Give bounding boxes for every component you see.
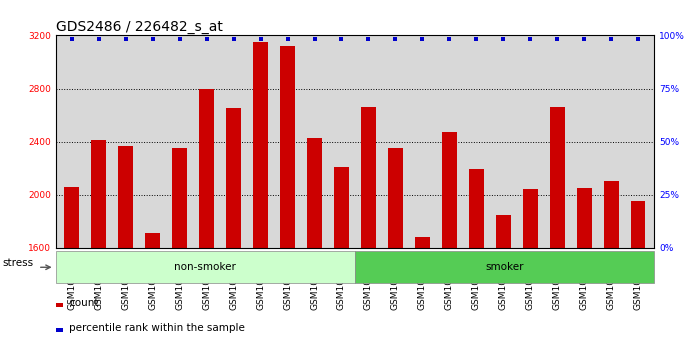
Point	[633, 36, 644, 41]
Text: stress: stress	[3, 258, 34, 268]
Bar	[307, 138, 322, 248]
Point	[201, 36, 212, 41]
Point	[282, 36, 293, 41]
Bar	[91, 139, 106, 248]
Bar	[603, 181, 619, 248]
Bar	[56, 251, 355, 283]
Bar	[280, 46, 295, 248]
Bar	[253, 42, 268, 248]
Bar	[118, 145, 133, 248]
Point	[147, 36, 158, 41]
Bar	[442, 132, 457, 248]
Point	[578, 36, 590, 41]
Point	[228, 36, 239, 41]
Bar	[361, 107, 376, 248]
Point	[336, 36, 347, 41]
Point	[417, 36, 428, 41]
Text: percentile rank within the sample: percentile rank within the sample	[69, 322, 245, 333]
Bar	[496, 215, 511, 248]
Point	[93, 36, 104, 41]
Point	[390, 36, 401, 41]
Text: smoker: smoker	[485, 262, 524, 272]
Point	[120, 36, 132, 41]
Bar	[65, 187, 79, 248]
Bar	[469, 170, 484, 248]
Bar	[173, 148, 187, 248]
Bar	[388, 148, 403, 248]
Bar	[226, 108, 241, 248]
Bar	[334, 167, 349, 248]
Bar	[199, 88, 214, 248]
Point	[498, 36, 509, 41]
Bar	[415, 237, 429, 248]
Text: non-smoker: non-smoker	[175, 262, 236, 272]
Point	[444, 36, 455, 41]
Bar	[56, 328, 63, 332]
Text: count: count	[69, 298, 99, 308]
Text: GDS2486 / 226482_s_at: GDS2486 / 226482_s_at	[56, 21, 223, 34]
Point	[255, 36, 266, 41]
Bar	[550, 107, 564, 248]
Bar	[355, 251, 654, 283]
Point	[606, 36, 617, 41]
Bar	[631, 201, 645, 248]
Bar	[523, 189, 537, 248]
Point	[174, 36, 185, 41]
Point	[309, 36, 320, 41]
Bar	[577, 188, 592, 248]
Point	[470, 36, 482, 41]
Bar	[145, 233, 160, 248]
Bar	[56, 303, 63, 307]
Point	[552, 36, 563, 41]
Point	[66, 36, 77, 41]
Point	[363, 36, 374, 41]
Point	[525, 36, 536, 41]
